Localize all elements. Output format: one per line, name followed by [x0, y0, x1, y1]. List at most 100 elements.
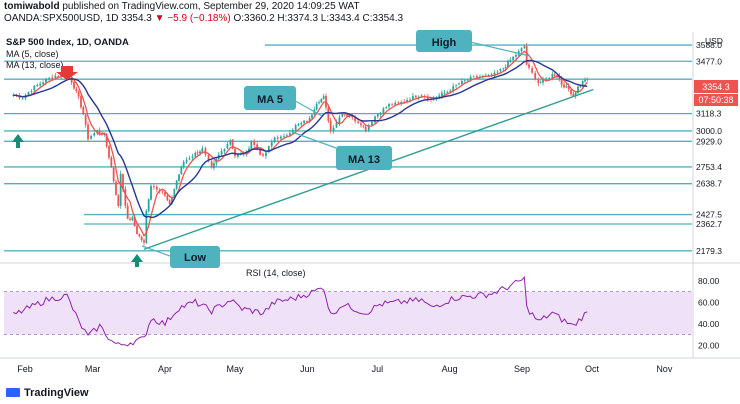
candle-body [558, 75, 561, 80]
ma5-label: MA 5 [257, 94, 283, 106]
candle-body [119, 173, 122, 206]
candle-body [180, 166, 183, 175]
ohlc-values: O:3360.2 H:3374.3 L:3343.4 C:3354.3 [233, 13, 404, 24]
candle-body [406, 99, 408, 103]
legend-ma5: MA (5, close) [6, 49, 59, 59]
ma5-line [13, 50, 588, 238]
candle-body [259, 149, 261, 155]
candle-body [417, 96, 420, 98]
candle-body [21, 98, 24, 99]
candle-body [124, 188, 127, 206]
last-price: 3354.3 [121, 13, 152, 24]
time-tick-label: Oct [585, 364, 600, 374]
candle-body [36, 85, 39, 87]
candle-body [182, 161, 185, 167]
candle-body [291, 129, 294, 134]
candle-body [493, 72, 496, 77]
candle-body [57, 76, 60, 78]
candle-body [322, 96, 325, 99]
candle-body [472, 76, 475, 78]
candle-body [496, 71, 499, 73]
candle-body [39, 83, 42, 86]
candle-body [262, 154, 264, 156]
candle-body [364, 126, 367, 131]
price-tick-label: 2427.5 [696, 210, 722, 220]
candle-body [520, 48, 523, 52]
rsi-legend: RSI (14, close) [246, 268, 306, 278]
candle-body [267, 146, 270, 152]
last-price-tag: 3354.3 07:50:38 [694, 80, 738, 106]
candle-body [461, 80, 463, 85]
currency-label: USD [705, 36, 723, 46]
candle-body [42, 82, 44, 85]
candle-body [499, 69, 502, 72]
candle-body [574, 92, 577, 96]
candle-body [507, 61, 509, 67]
candle-body [140, 236, 143, 241]
candle-body [545, 78, 548, 80]
candle-body [311, 114, 313, 119]
candle-body [315, 103, 318, 110]
candle-body [112, 167, 115, 182]
time-tick-label: Apr [158, 364, 172, 374]
candle-body [409, 99, 411, 101]
time-tick-label: Jul [372, 364, 384, 374]
candle-body [577, 86, 579, 94]
candle-body [531, 68, 534, 73]
candle-body [283, 136, 285, 138]
candle-body [80, 96, 82, 108]
candle-body [98, 130, 101, 134]
low-callout: Low [141, 245, 220, 268]
candle-body [388, 103, 390, 107]
candle-body [147, 199, 150, 212]
author-name[interactable]: tomiwabold [4, 1, 60, 12]
rsi-tick-label: 40.00 [698, 319, 720, 329]
price-tick-label: 3000.0 [696, 126, 722, 136]
candle-body [155, 186, 158, 190]
candle-body [234, 148, 236, 157]
time-tick-label: Feb [17, 364, 33, 374]
candle-body [288, 133, 291, 136]
candle-body [515, 54, 517, 57]
candle-body [329, 120, 332, 131]
candle-body [286, 135, 288, 137]
candle-body [318, 102, 320, 104]
price-tick-label: 2638.7 [696, 179, 722, 189]
candle-body [253, 141, 256, 145]
tradingview-logo[interactable]: TradingView [6, 387, 89, 399]
candle-body [84, 114, 87, 125]
candle-body [185, 159, 188, 163]
candle-body [54, 75, 57, 78]
candle-body [220, 151, 223, 155]
candle-body [523, 46, 526, 48]
candle-body [133, 216, 136, 226]
candle-body [449, 90, 452, 93]
candle-body [270, 142, 273, 147]
candle-body [207, 155, 210, 161]
candle-body [560, 78, 563, 85]
candle-body [115, 181, 117, 195]
candle-body [129, 218, 131, 221]
candle-body [229, 140, 232, 145]
candle-body [548, 78, 551, 79]
candle-body [420, 95, 423, 97]
candle-body [327, 107, 330, 121]
candle-body [335, 122, 338, 128]
rsi-line [13, 276, 588, 347]
price-tick-label: 3118.3 [696, 109, 722, 119]
candle-body [231, 139, 234, 149]
price-tick-label: 2753.4 [696, 162, 722, 172]
candle-body [201, 148, 204, 152]
candle-body [394, 102, 397, 105]
price-tick-label: 2179.3 [696, 246, 722, 256]
candle-body [539, 82, 542, 83]
candle-body [400, 102, 403, 104]
candle-body [175, 180, 178, 189]
candle-body [73, 82, 75, 89]
candle-body [250, 141, 253, 150]
candle-body [572, 93, 575, 97]
symbol-info: OANDA:SPX500USD, 1D 3354.3 ▼ −5.9 (−0.18… [4, 13, 403, 24]
candle-body [469, 76, 472, 81]
candle-body [570, 89, 572, 95]
